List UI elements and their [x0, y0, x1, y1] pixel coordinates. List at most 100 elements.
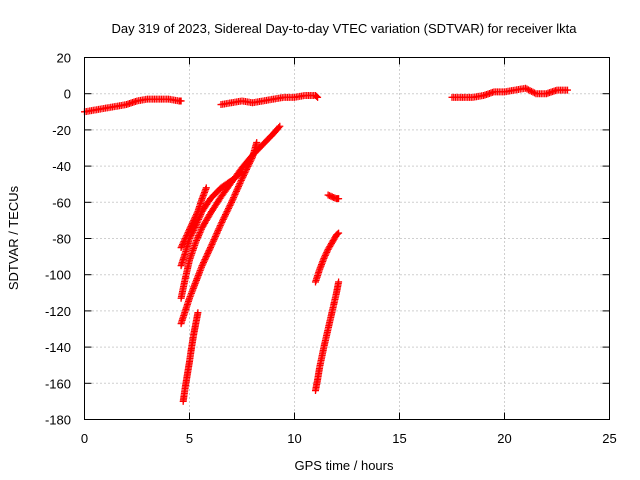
data-point: [225, 205, 232, 213]
data-point: [322, 250, 330, 258]
data-point: [235, 181, 243, 189]
data-point: [529, 88, 537, 96]
data-point: [197, 225, 205, 233]
data-point: [232, 187, 240, 195]
data-point: [321, 251, 329, 259]
x-axis-label: GPS time / hours: [295, 458, 394, 473]
x-tick-label: 0: [81, 431, 88, 446]
data-point: [216, 222, 224, 230]
data-point: [215, 225, 223, 233]
data-point: [209, 239, 217, 247]
y-tick-label: 20: [57, 51, 71, 66]
data-point: [214, 228, 221, 236]
data-point: [222, 209, 230, 217]
data-point: [211, 233, 219, 241]
data-point: [217, 220, 225, 228]
data-point: [186, 235, 193, 242]
data-point: [205, 247, 213, 255]
data-point: [188, 230, 196, 238]
y-tick-label: 0: [64, 87, 71, 102]
y-tick-label: -160: [45, 376, 71, 391]
data-point: [204, 250, 212, 258]
data-point: [334, 230, 342, 238]
data-point: [192, 222, 200, 230]
data-point: [225, 203, 233, 211]
data-point: [231, 190, 239, 198]
data-point: [230, 192, 238, 200]
y-tick-label: -40: [52, 159, 71, 174]
data-point: [223, 208, 231, 216]
y-tick-label: -120: [45, 304, 71, 319]
x-tick-label: 10: [287, 431, 301, 446]
data-point: [195, 232, 203, 240]
data-point: [209, 237, 217, 245]
data-point: [186, 233, 194, 241]
data-point: [220, 214, 228, 222]
data-point: [195, 215, 203, 223]
y-tick-label: -140: [45, 340, 71, 355]
data-point: [237, 178, 245, 186]
data-point: [230, 194, 238, 202]
data-point: [227, 200, 235, 208]
data-point: [221, 212, 229, 220]
data-point: [253, 139, 261, 147]
data-point: [194, 233, 202, 241]
data-point: [206, 245, 214, 253]
data-point: [200, 259, 207, 267]
chart-title: Day 319 of 2023, Sidereal Day-to-day VTE…: [111, 21, 577, 36]
data-point: [522, 84, 529, 92]
data-point: [202, 254, 210, 262]
data-point: [229, 195, 237, 203]
x-tick-label: 15: [392, 431, 406, 446]
data-point: [313, 92, 321, 100]
data-point: [213, 229, 221, 237]
data-point: [207, 242, 215, 250]
data-point: [193, 235, 201, 243]
plot-frame: [84, 57, 610, 420]
data-point: [201, 256, 209, 264]
x-tick-labels: 0 5 10 15 20 25: [81, 431, 617, 446]
data-point: [203, 251, 211, 259]
y-tick-label: -180: [45, 413, 71, 428]
data-point: [211, 234, 219, 242]
data-point: [244, 162, 252, 170]
data-point: [210, 236, 218, 244]
data-point: [193, 220, 200, 228]
data-point: [208, 240, 216, 248]
data-point: [197, 211, 205, 219]
data-point: [564, 86, 571, 94]
x-tick-label: 25: [602, 431, 616, 446]
data-point: [219, 215, 227, 223]
data-point: [191, 223, 199, 231]
data-point: [243, 164, 251, 172]
data-point: [197, 227, 205, 235]
data-point: [187, 231, 195, 239]
data-point: [335, 278, 343, 286]
data-point: [219, 217, 226, 225]
data-point: [207, 244, 214, 252]
y-axis-label: SDTVAR / TECUs: [6, 185, 21, 290]
data-point: [233, 186, 241, 194]
data-point: [525, 86, 532, 94]
data-point: [190, 225, 198, 233]
data-point: [195, 214, 203, 222]
axis-ticks: [84, 57, 610, 420]
data-point: [196, 212, 204, 220]
y-tick-labels: 20 0 -20 -40 -60 -80 -100 -120 -140 -160 -180: [45, 51, 71, 428]
data-point: [276, 122, 284, 130]
y-tick-label: -80: [52, 232, 71, 247]
data-point: [197, 209, 205, 217]
data-point: [199, 260, 207, 268]
grid-lines: [84, 57, 610, 420]
data-point: [314, 93, 322, 101]
data-point: [335, 229, 343, 237]
data-point: [218, 218, 226, 226]
data-point: [275, 123, 283, 131]
data-point: [193, 237, 200, 245]
data-point: [228, 197, 236, 205]
data-point: [202, 184, 210, 192]
data-point: [212, 231, 220, 239]
data-point: [321, 253, 329, 261]
data-point: [320, 254, 328, 262]
